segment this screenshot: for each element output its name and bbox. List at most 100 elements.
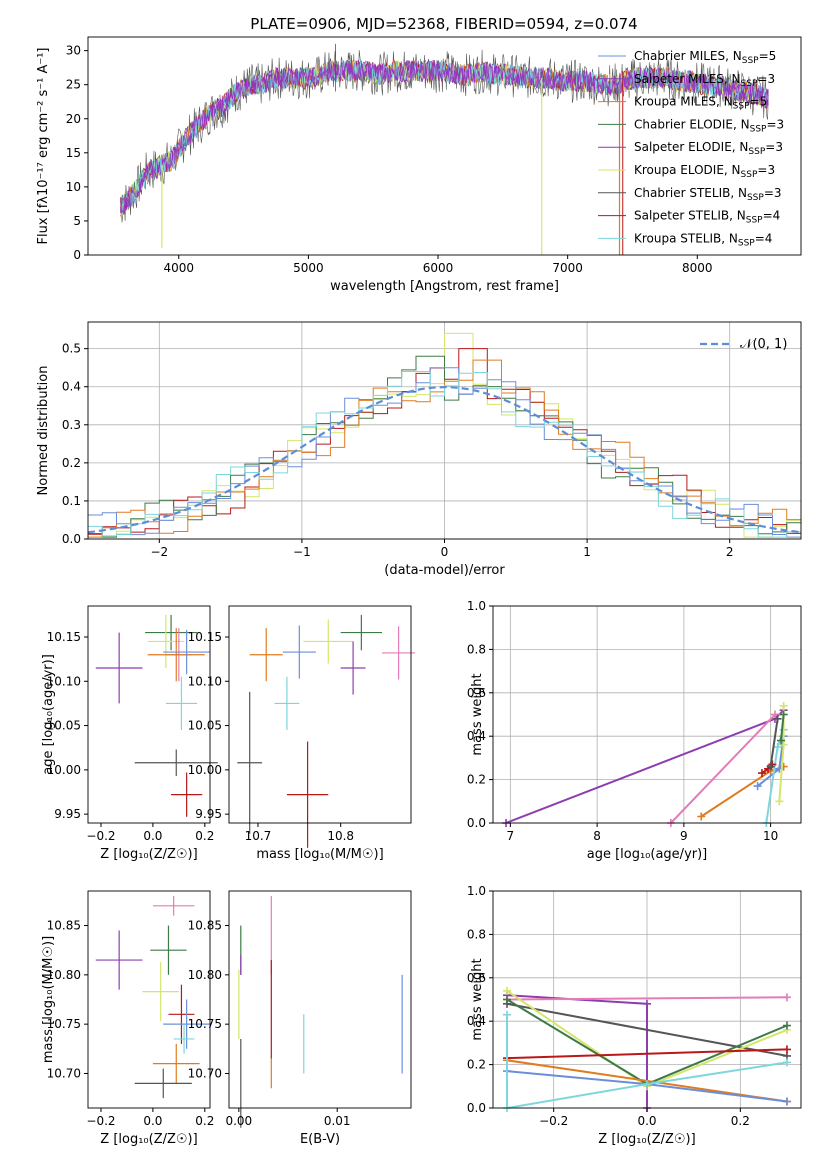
x-tick-label: 8 [593, 829, 601, 843]
x-tick-label: 10.7 [245, 829, 272, 843]
y-tick-label: 0.0 [467, 816, 486, 830]
x-axis-label: wavelength [Angstrom, rest frame] [330, 279, 559, 294]
x-tick-label: 0 [441, 545, 449, 559]
histogram-step-kroupa_stelib [88, 371, 801, 538]
legend-entry: Salpeter ELODIE, NSSP=3 [634, 140, 783, 157]
x-axis-label: E(B-V) [300, 1132, 340, 1147]
y-tick-label: 10 [66, 180, 81, 194]
y-tick-label: 0.2 [467, 773, 486, 787]
legend-entry: Chabrier ELODIE, NSSP=3 [634, 117, 784, 134]
y-tick-label: 10.00 [47, 763, 81, 777]
legend-entry: Chabrier STELIB, NSSP=3 [634, 186, 782, 203]
x-axis-label: (data-model)/error [384, 563, 505, 578]
figure-title: PLATE=0906, MJD=52368, FIBERID=0594, z=0… [250, 15, 637, 33]
x-tick-label: 0.01 [324, 1114, 351, 1128]
histogram-step-chabrier_elodie [88, 355, 801, 538]
y-tick-label: 1.0 [467, 599, 486, 613]
axes-frame [87, 36, 802, 256]
weight-line-salpeter_stelib [506, 1048, 788, 1060]
weight-marker [503, 995, 511, 1004]
y-tick-label: 9.95 [54, 807, 81, 821]
legend-entry: Kroupa MILES, NSSP=5 [634, 95, 767, 112]
spectrum-lines [120, 43, 769, 255]
y-tick-label: 10.75 [47, 1017, 81, 1031]
y-tick-label: 10.85 [188, 919, 222, 933]
plot-area-residuals [87, 332, 802, 538]
errorbar-point-kroupa_elodie [303, 619, 354, 664]
y-tick-label: 25 [66, 78, 81, 92]
errorbar-point-kroupa_stelib [165, 676, 198, 730]
weight-marker [643, 1080, 651, 1089]
weight-line-chabrier_stelib [769, 718, 779, 767]
errorbar-point-chabrier_elodie [150, 925, 187, 975]
weight-marker [783, 1097, 791, 1106]
y-tick-label: 0.2 [467, 1058, 486, 1072]
legend-entry: Salpeter STELIB, NSSP=4 [634, 209, 780, 226]
y-tick-label: 0.5 [62, 342, 81, 356]
panel-spectrum: Chabrier MILES, NSSP=5 Salpeter MILES, NS… [36, 36, 802, 294]
errorbar-point-salpeter_stelib [171, 772, 203, 817]
errorbar-point-salpeter_miles [95, 930, 143, 990]
y-tick-label: 0.1 [62, 494, 81, 508]
x-tick-label: 9 [680, 829, 688, 843]
spectrum-series-salpeter_elodie [120, 59, 769, 214]
plot-area-weight_vs_age [502, 701, 788, 827]
axes-frame [228, 890, 412, 1109]
x-axis-label: mass [log₁₀(M/M☉)] [256, 847, 383, 862]
legend-entry: Kroupa STELIB, NSSP=4 [634, 231, 772, 248]
y-tick-label: 0.6 [467, 971, 486, 985]
y-tick-label: 0.4 [62, 380, 81, 394]
x-tick-label: −2 [150, 545, 168, 559]
weight-marker [773, 714, 782, 723]
x-tick-label: 0.2 [731, 1114, 750, 1128]
weight-marker [775, 797, 784, 806]
y-tick-label: 10.00 [188, 763, 222, 777]
weight-marker [777, 736, 786, 745]
errorbar-point-extra_pink [152, 895, 195, 916]
errorbar-point-salpeter_stelib [286, 741, 329, 848]
y-tick-label: 10.75 [188, 1017, 222, 1031]
y-tick-label: 10.05 [47, 719, 81, 733]
x-tick-label: 2 [726, 545, 734, 559]
errorbar-point-kroupa_miles [147, 628, 205, 682]
y-tick-label: 20 [66, 112, 81, 126]
errorbar-point-chabrier_elodie [340, 614, 383, 651]
x-tick-label: 0.2 [195, 1114, 214, 1128]
y-tick-label: 0.8 [467, 642, 486, 656]
y-tick-label: 10.70 [188, 1066, 222, 1080]
x-tick-label: 0.2 [195, 829, 214, 843]
weight-marker [779, 740, 788, 749]
y-tick-label: 0.4 [467, 729, 486, 743]
y-tick-label: 0.3 [62, 418, 81, 432]
axes-frame [87, 605, 211, 824]
x-axis-label: Z [log₁₀(Z/Z☉)] [598, 1132, 695, 1147]
weight-marker [779, 710, 788, 719]
y-tick-label: 0.0 [62, 532, 81, 546]
plot-area-weight_vs_Z [503, 986, 791, 1112]
errorbar-point-chabrier_stelib [237, 691, 263, 834]
y-tick-label: 10.10 [188, 674, 222, 688]
errorbar-point-chabrier_elodie [145, 614, 198, 651]
weight-marker [773, 743, 782, 752]
plot-area-mass_vs_Z [95, 895, 210, 1099]
errorbar-point-chabrier_miles [163, 629, 210, 675]
x-tick-label: −0.2 [539, 1114, 568, 1128]
panel-age_vs_mass: 10.7 10.8 9.95 10.00 10.05 10.10 10.15 mass [lo… [188, 605, 416, 862]
weight-marker [757, 769, 766, 778]
x-tick-label: −0.2 [86, 829, 115, 843]
y-tick-label: 0 [73, 248, 81, 262]
x-tick-label: −1 [293, 545, 311, 559]
x-tick-label: 10.8 [327, 829, 354, 843]
x-tick-label: 0.0 [637, 1114, 656, 1128]
weight-marker [783, 1021, 791, 1030]
x-tick-label: 0.00 [225, 1114, 252, 1128]
y-tick-label: 5 [73, 214, 81, 228]
legend-entry: Salpeter MILES, NSSP=3 [634, 72, 775, 89]
y-tick-label: 10.15 [47, 630, 81, 644]
weight-marker [783, 1058, 791, 1067]
legend-entry: 𝒩(0, 1) [740, 337, 787, 352]
panel-mass_vs_ebv: 0.00 0.01 10.70 10.75 10.80 10.85 E(B-V) [188, 890, 412, 1147]
errorbar-point-kroupa_stelib [274, 676, 300, 730]
y-axis-label: mass [log₁₀(M/M☉)] [41, 936, 56, 1063]
